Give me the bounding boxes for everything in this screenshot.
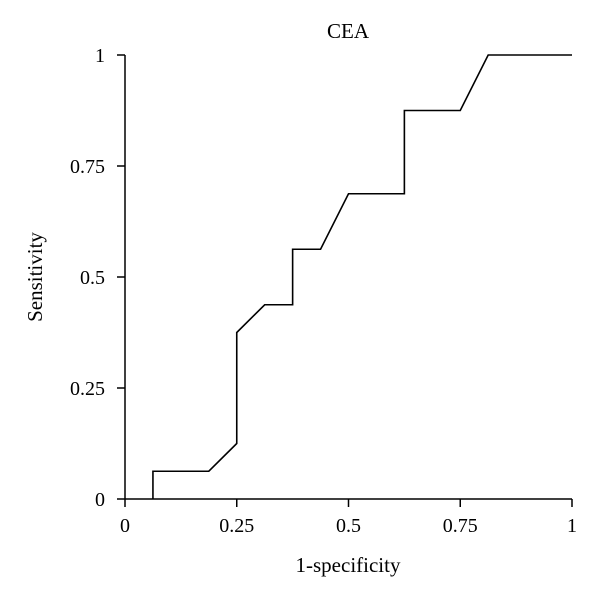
x-tick-label: 0.5 [336, 515, 361, 537]
y-tick-label: 1 [95, 45, 105, 67]
x-tick-label: 0.25 [219, 515, 254, 537]
x-tick-label: 0 [120, 515, 130, 537]
y-ticks: 0 0.25 0.5 0.75 1 [70, 45, 125, 511]
y-tick-label: 0.25 [70, 378, 105, 400]
chart-title: CEA [327, 19, 370, 43]
plot-area: 0 0.25 0.5 0.75 1 0 0.25 0.5 0.75 1 [70, 45, 577, 537]
x-ticks: 0 0.25 0.5 0.75 1 [120, 499, 577, 537]
y-axis-title: Sensitivity [23, 232, 47, 322]
x-tick-label: 1 [567, 515, 577, 537]
y-tick-label: 0.5 [80, 267, 105, 289]
x-axis-title: 1-specificity [296, 553, 401, 577]
roc-curve-line [152, 54, 572, 499]
y-tick-label: 0.75 [70, 156, 105, 178]
x-tick-label: 0.75 [443, 515, 478, 537]
y-tick-label: 0 [95, 489, 105, 511]
